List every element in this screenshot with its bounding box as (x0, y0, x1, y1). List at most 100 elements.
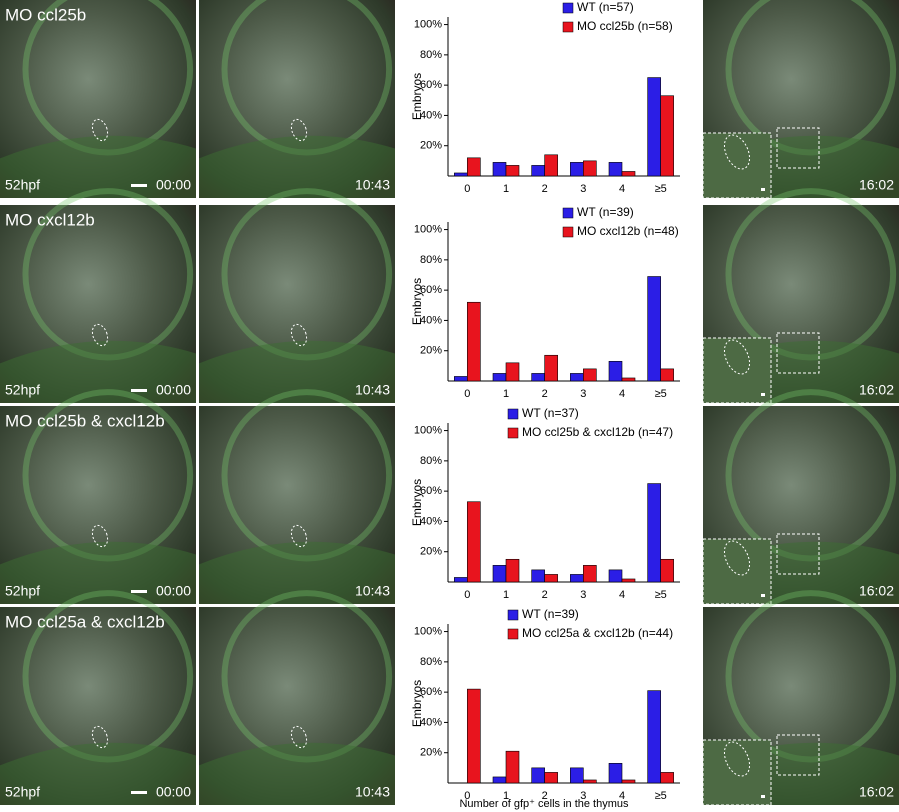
bar (660, 368, 674, 382)
timestamp: 16:02 (859, 784, 894, 800)
yolk (0, 541, 196, 604)
bar (608, 361, 623, 382)
y-tick-label: 100% (414, 625, 442, 637)
stage-label: 52hpf (5, 784, 40, 800)
x-tick-label: 4 (619, 183, 625, 195)
bar (492, 373, 507, 382)
yolk (199, 541, 395, 604)
bar (454, 577, 468, 583)
x-tick-label: 1 (503, 183, 509, 195)
timestamp: 00:00 (156, 784, 191, 800)
bar (544, 574, 558, 583)
timestamp: 10:43 (355, 583, 390, 599)
bar (505, 165, 520, 177)
bar (621, 171, 636, 177)
timestamp: 10:43 (355, 177, 390, 193)
bar (583, 368, 597, 382)
bar (647, 483, 661, 583)
timestamp: 10:43 (355, 382, 390, 398)
x-tick-label: 3 (580, 589, 586, 601)
legend-label: WT (n=39) (577, 205, 634, 219)
bar (531, 165, 545, 177)
bar (467, 157, 481, 177)
stage-label: 52hpf (5, 583, 40, 599)
y-tick-label: 60% (420, 79, 442, 91)
x-tick-label: ≥5 (655, 183, 667, 195)
timestamp: 00:00 (156, 382, 191, 398)
x-tick-label: 3 (580, 790, 586, 802)
inset-scale-bar (761, 188, 765, 191)
y-tick-label: 60% (420, 284, 442, 296)
bar (454, 376, 468, 382)
bar (647, 77, 661, 177)
x-tick-label: 4 (619, 790, 625, 802)
scale-bar (131, 590, 147, 593)
panel-label: MO ccl25b & cxcl12b (5, 411, 165, 430)
thymus-outline (91, 323, 109, 347)
y-tick-label: 100% (414, 223, 442, 235)
bar (660, 558, 674, 583)
yolk (199, 135, 395, 198)
y-tick-label: 80% (420, 455, 442, 467)
legend-label: WT (n=57) (577, 0, 634, 14)
panel-label: MO cxcl12b (5, 210, 95, 229)
inset-thymus (723, 741, 751, 777)
bar (621, 578, 636, 583)
bar (492, 565, 507, 583)
thymus-outline (91, 524, 109, 548)
x-axis-label: Number of gfp⁺ cells in the thymus (459, 798, 629, 810)
bar (467, 501, 481, 583)
bar (583, 160, 597, 177)
timestamp: 16:02 (859, 177, 894, 193)
x-tick-label: 4 (619, 388, 625, 400)
inset (702, 739, 772, 806)
legend-label: MO ccl25b & cxcl12b (n=47) (522, 425, 673, 439)
x-tick-label: ≥5 (655, 790, 667, 802)
bar (454, 172, 468, 177)
timestamp: 16:02 (859, 583, 894, 599)
y-tick-label: 100% (414, 424, 442, 436)
legend-label: WT (n=37) (522, 406, 579, 420)
bar (492, 162, 507, 177)
y-tick-label: 100% (414, 18, 442, 30)
legend-label: WT (n=39) (522, 607, 579, 621)
y-tick-label: 80% (420, 254, 442, 266)
stage-label: 52hpf (5, 382, 40, 398)
inset-thymus (723, 339, 751, 375)
bar (492, 776, 507, 784)
zoom-box (776, 127, 820, 169)
legend-label: MO cxcl12b (n=48) (577, 224, 679, 238)
legend-swatch (562, 207, 574, 219)
bar (583, 565, 597, 583)
y-tick-label: 40% (420, 716, 442, 728)
x-tick-label: 0 (464, 589, 470, 601)
timestamp: 16:02 (859, 382, 894, 398)
x-tick-label: 3 (580, 388, 586, 400)
x-tick-label: 1 (503, 388, 509, 400)
scale-bar (131, 791, 147, 794)
scale-bar (131, 389, 147, 392)
bar (570, 162, 584, 177)
y-tick-label: 60% (420, 485, 442, 497)
yolk (0, 742, 196, 805)
thymus-outline (290, 323, 308, 347)
thymus-outline (290, 725, 308, 749)
y-tick-label: 20% (420, 747, 442, 759)
bar (531, 569, 545, 583)
panel-label: MO ccl25b (5, 5, 86, 24)
bar (608, 162, 623, 177)
y-tick-label: 20% (420, 546, 442, 558)
bar (621, 779, 636, 784)
bar (531, 373, 545, 382)
y-tick-label: 40% (420, 314, 442, 326)
x-tick-label: 4 (619, 589, 625, 601)
inset-thymus (723, 540, 751, 576)
bar (660, 95, 674, 177)
inset-scale-bar (761, 393, 765, 396)
thymus-outline (290, 524, 308, 548)
timestamp: 10:43 (355, 784, 390, 800)
bar (544, 772, 558, 784)
x-tick-label: 2 (542, 790, 548, 802)
legend-swatch (507, 408, 519, 420)
legend-swatch (562, 21, 574, 33)
